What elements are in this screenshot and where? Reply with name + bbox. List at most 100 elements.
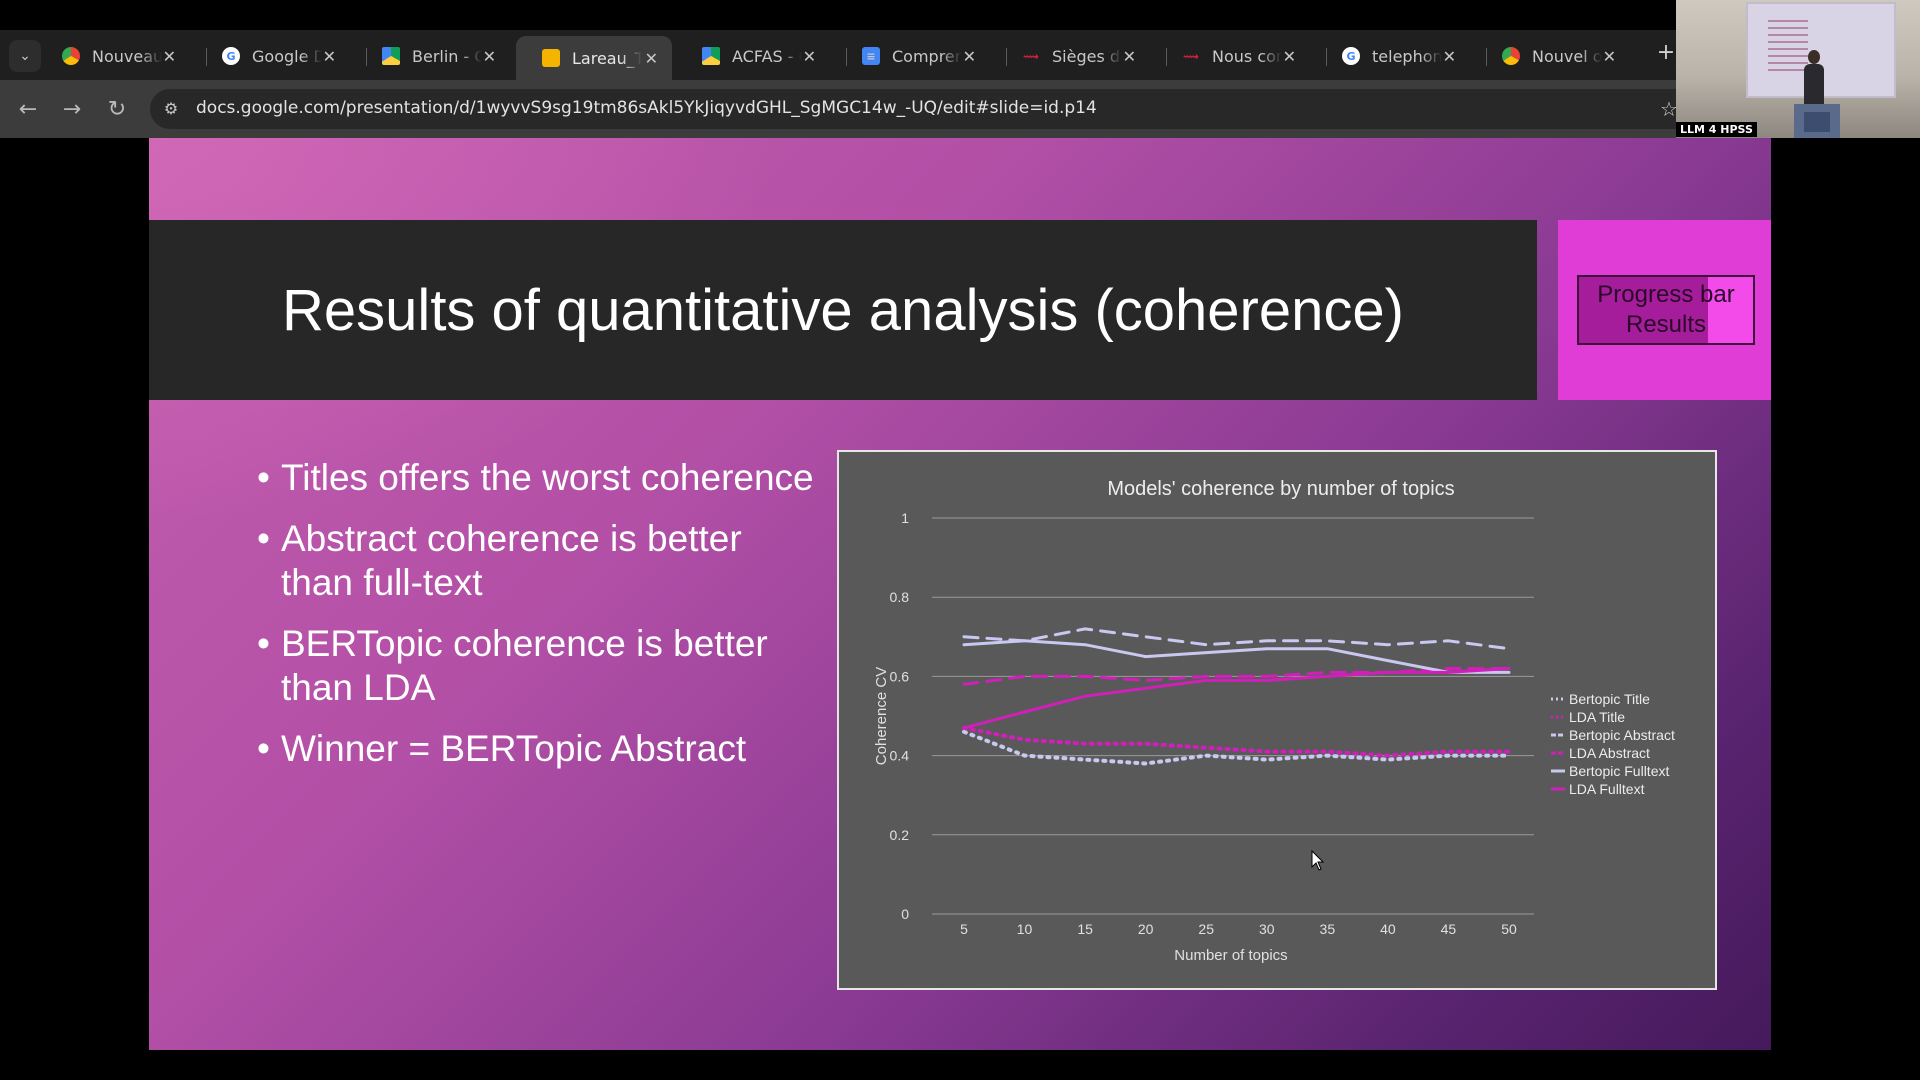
x-tick-label: 50 — [1501, 921, 1517, 937]
red-logo-icon: ⟿ — [1183, 49, 1199, 63]
x-tick-label: 25 — [1198, 921, 1214, 937]
close-icon[interactable]: ✕ — [162, 46, 176, 66]
bullet-item: BERTopic coherence is better than LDA — [257, 622, 817, 710]
tab-separator — [1166, 48, 1167, 66]
tab-strip — [0, 30, 1676, 80]
x-axis-label: Number of topics — [1174, 947, 1287, 964]
tab-title: Sièges de — [1052, 46, 1122, 66]
tab-title: Lareau_Titl — [572, 48, 642, 68]
google-drive-icon — [382, 47, 400, 65]
projector-screen — [1746, 2, 1896, 98]
tab-separator — [1326, 48, 1327, 66]
close-icon[interactable]: ✕ — [482, 46, 496, 66]
close-icon[interactable]: ✕ — [1122, 46, 1136, 66]
series-line — [962, 725, 1511, 758]
close-icon[interactable]: ✕ — [1602, 46, 1616, 66]
red-logo-icon: ⟿ — [1023, 49, 1039, 63]
progress-bar-line1: Progress bar — [1597, 281, 1735, 308]
google-slides-icon — [542, 49, 560, 67]
legend-label: Bertopic Abstract — [1569, 727, 1675, 743]
x-tick-label: 30 — [1259, 921, 1275, 937]
progress-bar: Progress bar Results — [1577, 275, 1755, 345]
browser-tab[interactable]: Gtelephone✕ — [1330, 38, 1470, 74]
browser-tab[interactable]: ACFAS - Go✕ — [690, 38, 830, 74]
bookmark-star-icon[interactable]: ☆ — [1660, 97, 1678, 121]
title-bar: Results of quantitative analysis (cohere… — [149, 220, 1537, 400]
tab-title: Google Dr — [252, 46, 322, 66]
x-tick-label: 40 — [1380, 921, 1396, 937]
chevron-down-icon: ⌄ — [19, 48, 31, 64]
google-icon: G — [1342, 47, 1360, 65]
google-docs-icon: ≡ — [862, 47, 880, 65]
webcam-label: LLM 4 HPSS — [1676, 122, 1757, 137]
url-text[interactable]: docs.google.com/presentation/d/1wyvvS9sg… — [196, 98, 1097, 118]
browser-tab[interactable]: Lareau_Titl✕ — [516, 36, 672, 80]
y-tick-label: 1 — [901, 510, 909, 526]
legend-label: LDA Abstract — [1569, 745, 1650, 761]
legend-label: Bertopic Title — [1569, 691, 1650, 707]
x-tick-label: 10 — [1017, 921, 1033, 937]
legend-label: Bertopic Fulltext — [1569, 763, 1669, 779]
y-axis-label: Coherence CV — [873, 667, 890, 765]
close-icon[interactable]: ✕ — [1282, 46, 1296, 66]
series-line — [962, 639, 1511, 674]
y-tick-label: 0.4 — [890, 748, 910, 764]
browser-tab[interactable]: Nouveauté✕ — [50, 38, 190, 74]
presenter — [1804, 50, 1824, 108]
address-bar[interactable] — [150, 89, 1680, 129]
browser-tab[interactable]: ⟿ Sièges de✕ — [1010, 38, 1150, 74]
series-line — [962, 667, 1511, 730]
tab-separator — [846, 48, 847, 66]
close-icon[interactable]: ✕ — [1442, 46, 1456, 66]
browser-tab[interactable]: Berlin - Go✕ — [370, 38, 510, 74]
tab-separator — [1006, 48, 1007, 66]
tab-separator — [206, 48, 207, 66]
coherence-chart: Models' coherence by number of topics 0 0.… — [837, 450, 1717, 990]
tab-title: Comprend — [892, 46, 962, 66]
x-tick-label: 15 — [1077, 921, 1093, 937]
bullet-list: Titles offers the worst coherence Abstra… — [257, 456, 817, 788]
y-tick-label: 0.6 — [890, 668, 910, 684]
site-settings-icon[interactable]: ⚙ — [163, 99, 179, 118]
browser-tab[interactable]: ⟿ Nous cont✕ — [1170, 38, 1310, 74]
series-line — [962, 627, 1511, 651]
tab-title: Nouvel on — [1532, 46, 1602, 66]
google-drive-icon — [702, 47, 720, 65]
tab-title: Nous cont — [1212, 46, 1282, 66]
slide-title: Results of quantitative analysis (cohere… — [282, 277, 1404, 343]
chrome-icon — [1502, 47, 1520, 65]
browser-tab[interactable]: Nouvel on✕ — [1490, 38, 1630, 74]
close-icon[interactable]: ✕ — [962, 46, 976, 66]
chart-svg: Models' coherence by number of topics 0 0.… — [873, 478, 1675, 964]
tab-title: ACFAS - Go — [732, 46, 802, 66]
legend-label: LDA Title — [1569, 709, 1625, 725]
tab-separator — [366, 48, 367, 66]
series-line — [962, 729, 1511, 766]
forward-arrow-icon[interactable]: → — [62, 97, 82, 122]
back-arrow-icon[interactable]: ← — [18, 97, 38, 122]
x-tick-label: 5 — [960, 921, 968, 937]
reload-icon[interactable]: ↻ — [107, 97, 127, 122]
new-tab-button[interactable]: + — [1656, 40, 1676, 65]
tab-title: Nouveauté — [92, 46, 162, 66]
legend-label: LDA Fulltext — [1569, 781, 1645, 797]
chart-title: Models' coherence by number of topics — [1107, 478, 1454, 500]
x-tick-label: 20 — [1138, 921, 1154, 937]
slide-canvas: Results of quantitative analysis (cohere… — [149, 138, 1771, 1050]
close-icon[interactable]: ✕ — [644, 48, 658, 68]
webcam-overlay: LLM 4 HPSS — [1676, 0, 1920, 138]
google-icon: G — [222, 47, 240, 65]
browser-tab[interactable]: G Google Dr✕ — [210, 38, 350, 74]
tab-search-button[interactable]: ⌄ — [9, 40, 41, 72]
close-icon[interactable]: ✕ — [322, 46, 336, 66]
tab-title: Berlin - Go — [412, 46, 482, 66]
tab-separator — [1486, 48, 1487, 66]
podium — [1794, 104, 1840, 138]
x-tick-label: 35 — [1320, 921, 1336, 937]
chrome-icon — [62, 47, 80, 65]
close-icon[interactable]: ✕ — [802, 46, 816, 66]
browser-tab[interactable]: ≡ Comprend✕ — [850, 38, 990, 74]
tab-title: telephone — [1372, 46, 1442, 66]
mouse-cursor-icon — [1311, 850, 1325, 871]
y-tick-label: 0 — [901, 906, 909, 922]
